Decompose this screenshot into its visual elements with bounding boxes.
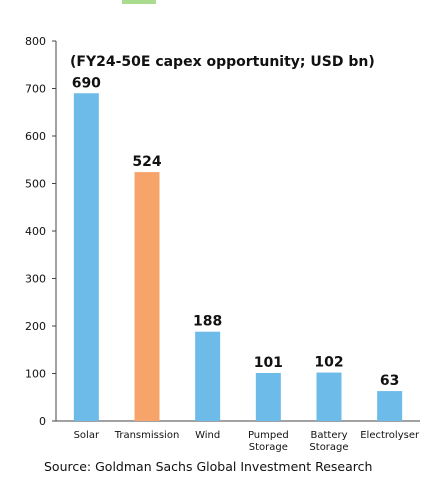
chart-svg: (FY24-50E capex opportunity; USD bn) 0 10… — [25, 35, 420, 453]
x-tick-label: Electrolyser — [360, 430, 420, 441]
header-accent-bar — [122, 0, 156, 4]
x-tick-label: Pumped Storage — [248, 430, 289, 453]
chart-data-labels: 690 524 188 101 102 63 — [72, 75, 400, 389]
y-tick-label: 600 — [25, 130, 46, 143]
bar — [134, 172, 160, 421]
chart-axes: 0 100 200 300 400 500 600 700 800 — [25, 35, 420, 428]
bar — [73, 93, 99, 421]
x-tick-label: Wind — [195, 430, 220, 441]
chart-x-tick-labels: Solar Transmission Wind Pumped Storage Batter… — [74, 430, 420, 453]
y-tick-label: 500 — [25, 178, 46, 191]
x-tick-label: Battery Storage — [309, 430, 348, 453]
bar-value-label: 690 — [72, 75, 101, 91]
y-tick-label: 100 — [25, 368, 46, 381]
chart-title: (FY24-50E capex opportunity; USD bn) — [70, 54, 375, 70]
bar-value-label: 102 — [314, 355, 343, 371]
y-tick-label: 200 — [25, 320, 46, 333]
y-tick-label: 0 — [39, 415, 46, 428]
bar — [195, 331, 221, 421]
bar-value-label: 188 — [193, 314, 222, 330]
bar — [377, 391, 403, 421]
y-tick-label: 300 — [25, 273, 46, 286]
y-tick-label: 700 — [25, 83, 46, 96]
y-tick-label: 800 — [25, 35, 46, 48]
bar — [316, 372, 342, 421]
bar-value-label: 524 — [132, 154, 161, 170]
bar — [255, 373, 281, 421]
x-tick-label: Solar — [74, 430, 100, 441]
bar-value-label: 101 — [254, 355, 283, 371]
source-note: Source: Goldman Sachs Global Investment … — [44, 459, 373, 474]
chart-bars — [73, 93, 403, 421]
x-tick-label: Transmission — [114, 430, 180, 441]
bar-value-label: 63 — [380, 373, 399, 389]
bar-chart: (FY24-50E capex opportunity; USD bn) 0 10… — [25, 35, 420, 453]
y-tick-label: 400 — [25, 225, 46, 238]
